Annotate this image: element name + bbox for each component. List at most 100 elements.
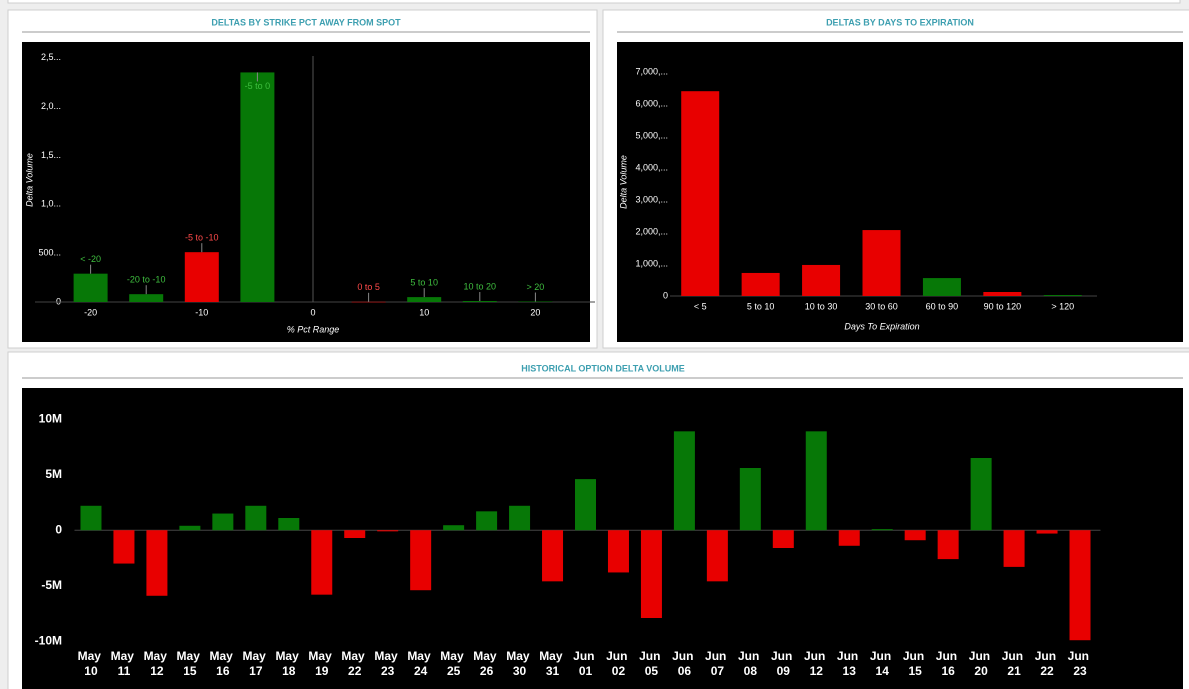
y-tick-label: -5M xyxy=(41,578,62,592)
x-tick-label-line: 07 xyxy=(711,664,725,678)
x-tick-label: Jun 09 xyxy=(771,649,796,678)
x-tick-label: May 10 xyxy=(78,649,105,678)
bar xyxy=(805,431,827,531)
x-tick-label: Jun 02 xyxy=(606,649,631,678)
x-tick-label-line: 24 xyxy=(414,664,428,678)
x-tick-label: May 15 xyxy=(177,649,204,678)
x-tick-label-line: 16 xyxy=(216,664,230,678)
x-tick-label: Jun 22 xyxy=(1035,649,1060,678)
bar xyxy=(351,301,386,303)
bar xyxy=(113,530,135,564)
x-tick-label: 5 to 10 xyxy=(747,301,775,311)
x-tick-label-line: Jun xyxy=(573,649,598,663)
x-tick-label-line: 01 xyxy=(579,664,593,678)
y-axis-label: Delta Volume xyxy=(24,153,34,207)
x-tick-label: Jun 12 xyxy=(804,649,829,678)
x-tick-label: 30 to 60 xyxy=(865,301,898,311)
bar xyxy=(344,530,366,538)
bar xyxy=(681,91,720,296)
bar xyxy=(240,72,275,302)
y-tick-label: 0 xyxy=(663,290,668,300)
x-tick-label-line: Jun xyxy=(705,649,730,663)
y-tick-label: 500... xyxy=(38,248,61,258)
x-tick-label-line: Jun xyxy=(1035,649,1060,663)
x-tick-label: < 5 xyxy=(694,301,707,311)
x-tick-label-line: 19 xyxy=(315,664,329,678)
x-tick-label: -10 xyxy=(195,307,208,317)
data-label: -5 to 0 xyxy=(245,81,271,91)
y-tick-label: 1,000,... xyxy=(635,258,668,268)
x-tick-label: May 30 xyxy=(506,649,533,678)
x-tick-label: May 17 xyxy=(242,649,269,678)
x-tick-label-line: 16 xyxy=(941,664,955,678)
x-tick-label-line: May xyxy=(374,649,401,663)
x-tick-label-line: Jun xyxy=(738,649,763,663)
x-tick-label-line: 05 xyxy=(645,664,659,678)
data-label: 5 to 10 xyxy=(410,277,438,287)
x-axis-label: % Pct Range xyxy=(287,324,340,334)
y-tick-label: 0 xyxy=(55,522,62,536)
bar xyxy=(640,530,662,618)
bar xyxy=(862,230,901,296)
y-tick-label: -10M xyxy=(35,634,62,648)
x-tick-label-line: May xyxy=(78,649,105,663)
chart-title: DELTAS BY STRIKE PCT AWAY FROM SPOT xyxy=(211,17,401,27)
bar xyxy=(410,530,432,591)
bar xyxy=(377,530,399,532)
bar xyxy=(278,518,300,531)
x-axis-label: Days To Expiration xyxy=(844,321,919,331)
bar xyxy=(772,530,794,548)
x-tick-label: Jun 07 xyxy=(705,649,730,678)
bar xyxy=(1003,530,1025,567)
y-axis-label: Delta Volume xyxy=(618,155,628,209)
x-tick-label-line: 22 xyxy=(1040,664,1054,678)
x-tick-label-line: Jun xyxy=(771,649,796,663)
bar xyxy=(922,278,961,296)
x-tick-label: > 120 xyxy=(1051,301,1074,311)
x-tick-label-line: Jun xyxy=(837,649,862,663)
bar xyxy=(1069,530,1091,641)
bar xyxy=(1036,530,1058,534)
data-label: -5 to -10 xyxy=(185,233,219,243)
x-tick-label: 0 xyxy=(310,307,315,317)
x-tick-label: May 16 xyxy=(210,649,237,678)
x-tick-label: Jun 15 xyxy=(903,649,928,678)
y-tick-label: 4,000,... xyxy=(635,162,668,172)
x-tick-label: -20 xyxy=(84,307,97,317)
x-tick-label: Jun 20 xyxy=(969,649,994,678)
x-tick-label-line: Jun xyxy=(870,649,895,663)
data-label: 0 to 5 xyxy=(357,282,380,292)
x-tick-label-line: 13 xyxy=(843,664,857,678)
x-tick-label-line: 23 xyxy=(381,664,395,678)
data-label: < -20 xyxy=(80,254,101,264)
x-tick-label-line: May xyxy=(407,649,434,663)
x-tick-label-line: 30 xyxy=(513,664,527,678)
x-tick-label: Jun 13 xyxy=(837,649,862,678)
x-tick-label-line: 09 xyxy=(777,664,791,678)
bar xyxy=(607,530,629,573)
x-tick-label-line: 17 xyxy=(249,664,263,678)
bar xyxy=(73,273,108,302)
x-tick-label: May 11 xyxy=(111,649,138,678)
bar xyxy=(509,505,531,531)
x-tick-label: 10 to 30 xyxy=(805,301,838,311)
x-tick-label: Jun 06 xyxy=(672,649,697,678)
x-tick-label-line: 15 xyxy=(908,664,922,678)
x-tick-label-line: May xyxy=(275,649,302,663)
bar xyxy=(407,297,442,302)
bar xyxy=(871,529,893,531)
y-tick-label: 0 xyxy=(56,296,61,306)
bar xyxy=(983,292,1022,296)
x-tick-label-line: 08 xyxy=(744,664,758,678)
x-tick-label: May 26 xyxy=(473,649,500,678)
bar xyxy=(476,511,498,531)
bar xyxy=(80,505,102,531)
x-tick-label: May 12 xyxy=(144,649,171,678)
x-tick-label-line: May xyxy=(539,649,566,663)
x-tick-label-line: May xyxy=(440,649,467,663)
x-tick-label-line: 23 xyxy=(1073,664,1087,678)
bar xyxy=(212,513,234,531)
x-tick-label-line: Jun xyxy=(969,649,994,663)
bar xyxy=(311,530,333,595)
